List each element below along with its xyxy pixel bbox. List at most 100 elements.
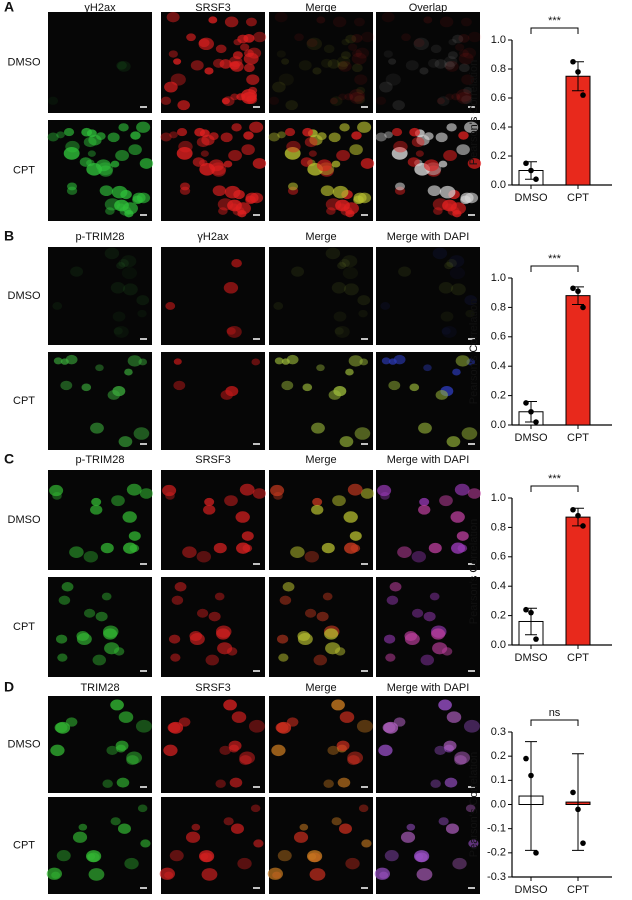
cell xyxy=(90,504,103,515)
cell xyxy=(418,504,431,515)
cell xyxy=(440,311,454,322)
cell xyxy=(349,531,362,541)
column-header: γH2ax xyxy=(197,231,229,243)
cell xyxy=(306,38,318,48)
cell xyxy=(428,58,440,68)
cell xyxy=(456,531,469,541)
cell xyxy=(231,259,242,268)
cell xyxy=(448,38,457,46)
cell xyxy=(355,47,370,59)
cell xyxy=(393,717,406,727)
cell xyxy=(463,719,480,733)
cell xyxy=(116,262,126,270)
cell xyxy=(241,531,254,541)
cell xyxy=(449,266,466,280)
data-point xyxy=(523,160,529,167)
y-tick-label: -0.3 xyxy=(487,871,506,883)
column-header: Overlap xyxy=(409,2,448,14)
cell xyxy=(437,96,450,106)
cell xyxy=(309,868,326,881)
cell xyxy=(219,59,232,69)
cell xyxy=(386,595,399,605)
cell xyxy=(357,121,372,133)
micrograph xyxy=(376,12,480,113)
y-tick-label: 0.4 xyxy=(491,580,506,592)
cell xyxy=(389,582,402,592)
cell xyxy=(212,185,226,197)
cell xyxy=(415,150,424,157)
cell xyxy=(223,282,239,294)
cell xyxy=(358,804,369,813)
cell xyxy=(281,358,290,365)
cell xyxy=(452,857,467,870)
cell xyxy=(65,717,78,727)
cell xyxy=(336,56,351,67)
cell xyxy=(433,207,443,215)
cell xyxy=(208,159,224,172)
cell xyxy=(118,711,134,723)
cell xyxy=(307,853,317,861)
cell xyxy=(434,745,446,755)
bar xyxy=(565,295,591,426)
cell xyxy=(331,160,341,168)
cell xyxy=(464,121,479,133)
cell xyxy=(215,44,227,54)
cell xyxy=(338,823,352,834)
cell xyxy=(354,74,368,85)
cell xyxy=(350,544,361,553)
cell xyxy=(173,358,182,365)
cell xyxy=(243,34,255,43)
data-point xyxy=(533,176,539,182)
cell xyxy=(284,147,301,160)
cell xyxy=(53,357,63,365)
cell xyxy=(268,96,280,105)
cell xyxy=(316,132,327,140)
cell xyxy=(457,544,468,553)
significance-label: ns xyxy=(549,707,561,719)
cell xyxy=(462,47,477,59)
cell xyxy=(446,436,461,448)
cell xyxy=(349,92,365,105)
cell xyxy=(423,159,439,172)
cell xyxy=(216,628,231,640)
cell xyxy=(427,185,441,197)
cell xyxy=(345,368,354,376)
cell xyxy=(246,74,260,85)
cell xyxy=(137,309,147,318)
cell xyxy=(441,325,457,338)
cell xyxy=(454,751,471,765)
cell xyxy=(438,160,448,168)
cell xyxy=(129,544,140,553)
cell xyxy=(434,59,447,69)
cell xyxy=(392,100,405,111)
cell xyxy=(213,542,227,554)
cell xyxy=(339,711,355,723)
cell xyxy=(302,383,313,392)
cell xyxy=(383,50,393,58)
cell xyxy=(204,497,215,506)
cell xyxy=(304,608,317,618)
cell xyxy=(111,495,125,507)
micrograph xyxy=(269,247,373,345)
data-point xyxy=(533,850,539,856)
cell xyxy=(358,309,368,318)
cell xyxy=(81,383,92,392)
cell xyxy=(302,127,314,137)
cell xyxy=(223,160,233,168)
cell xyxy=(385,653,396,662)
cell xyxy=(456,144,470,156)
cell xyxy=(429,592,440,601)
cell xyxy=(330,96,343,106)
cell xyxy=(115,149,129,162)
cell xyxy=(439,495,453,507)
cell xyxy=(458,131,469,140)
cell xyxy=(323,779,334,788)
data-point xyxy=(528,772,534,779)
cell xyxy=(49,484,64,497)
cell xyxy=(337,777,351,788)
cell xyxy=(127,355,142,367)
error-bar xyxy=(572,753,584,851)
cell xyxy=(281,58,290,65)
data-point xyxy=(570,285,576,292)
cell xyxy=(178,717,191,727)
